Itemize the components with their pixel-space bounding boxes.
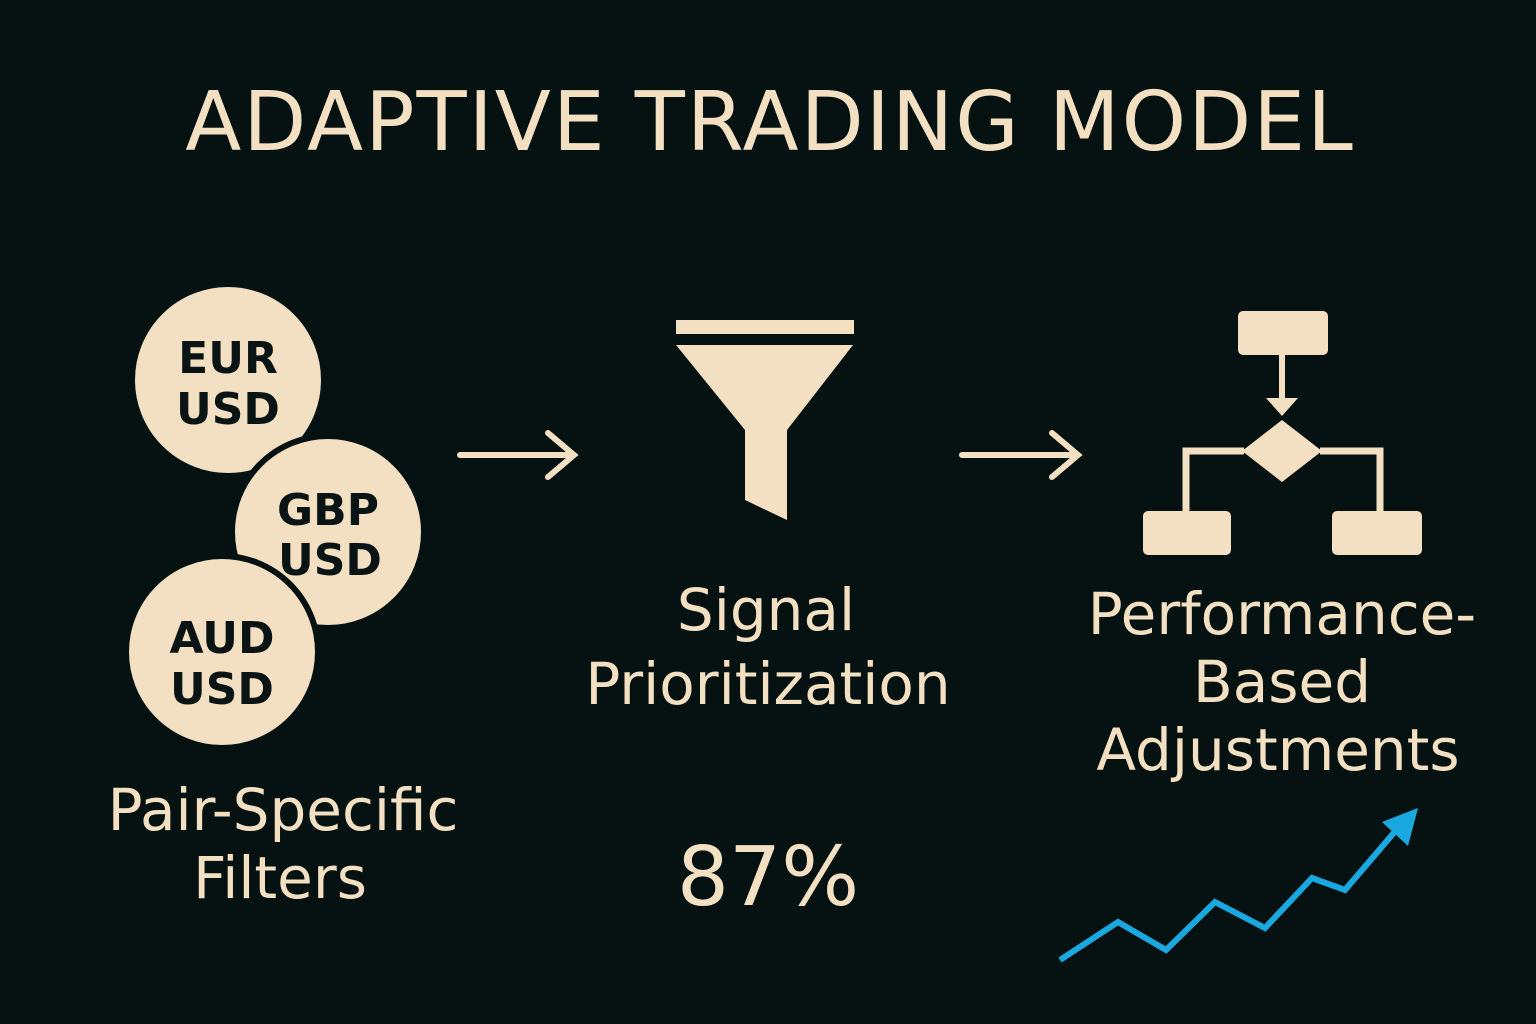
step-label: Pair-Specific [108, 776, 459, 844]
step-label: Adjustments [1096, 716, 1459, 784]
coin-text: AUD [170, 613, 275, 664]
arrow [457, 430, 579, 480]
step-label: Filters [193, 844, 367, 912]
coin [129, 281, 327, 479]
trend-arrow [1058, 808, 1418, 963]
coin-text: USD [170, 664, 274, 715]
step-label: Based [1193, 648, 1371, 716]
coins: EUR USD GBP USD AUD USD [123, 281, 427, 751]
coin-text: USD [176, 384, 280, 435]
funnel-icon [676, 320, 854, 520]
title: ADAPTIVE TRADING MODEL [185, 75, 1355, 170]
arrow [959, 430, 1083, 480]
step-label: Performance- [1088, 580, 1476, 648]
coin [123, 553, 321, 751]
metric: 87% [677, 830, 859, 925]
step-label: Signal [677, 576, 855, 644]
flowchart-icon [1143, 311, 1422, 555]
coin-text: GBP [277, 485, 379, 536]
step-label: Prioritization [585, 650, 950, 718]
coin-text: EUR [178, 333, 278, 384]
coin-text: USD [278, 535, 382, 586]
